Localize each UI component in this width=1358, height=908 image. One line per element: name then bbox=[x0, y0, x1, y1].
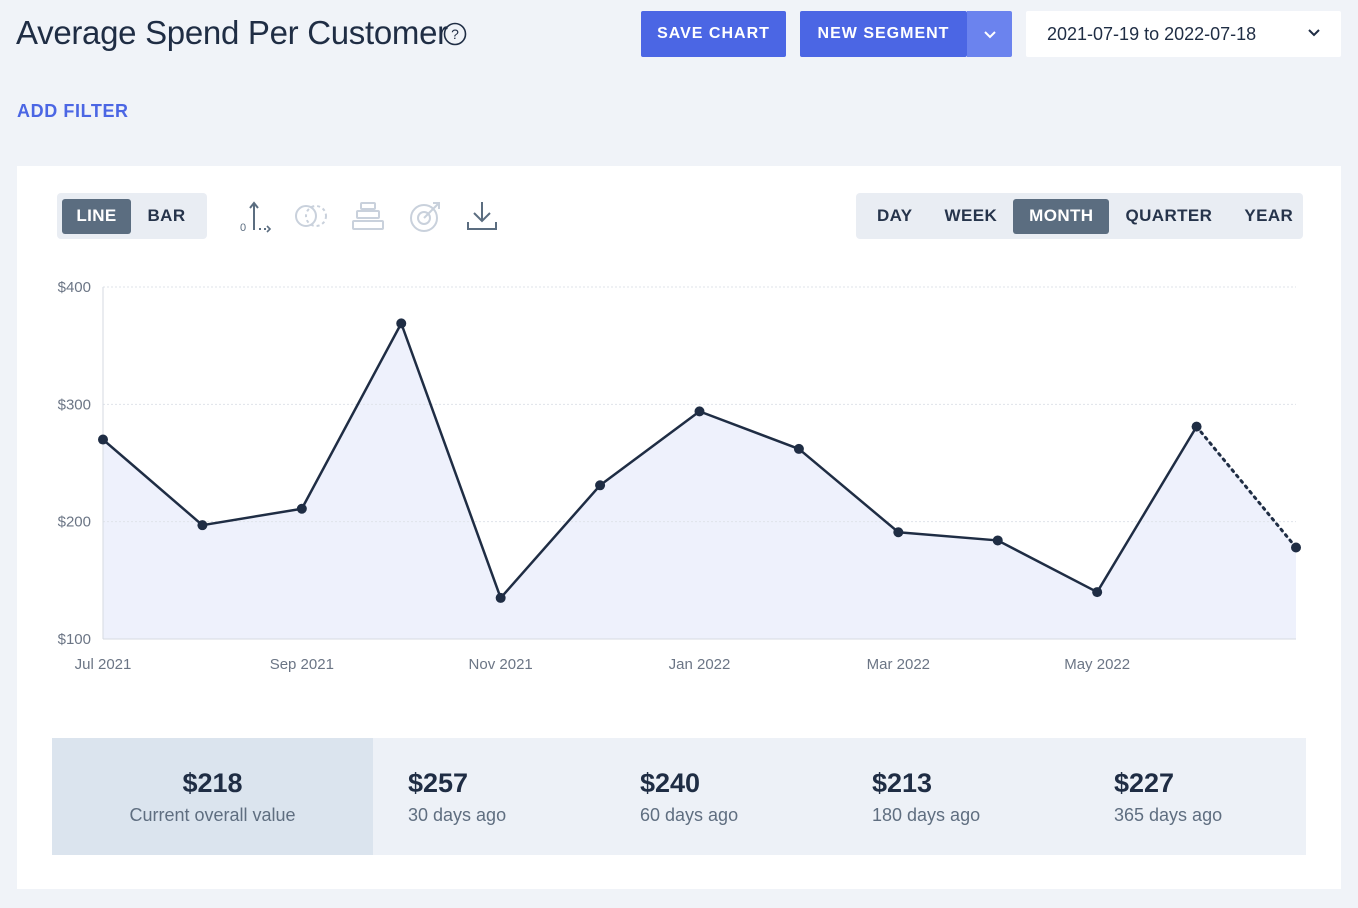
date-range-value: 2021-07-19 to 2022-07-18 bbox=[1047, 23, 1257, 44]
stat-60-days: $240 60 days ago bbox=[605, 738, 837, 855]
period-quarter-button[interactable]: QUARTER bbox=[1125, 206, 1213, 225]
series-line-partial bbox=[1195, 425, 1298, 549]
data-point bbox=[893, 527, 904, 538]
x-tick-label: May 2022 bbox=[1064, 656, 1130, 673]
funnel-stack-icon[interactable] bbox=[350, 198, 386, 234]
data-point bbox=[396, 318, 407, 329]
data-point bbox=[1291, 542, 1301, 553]
x-tick-label: Jan 2022 bbox=[669, 656, 731, 673]
data-point bbox=[992, 535, 1003, 546]
stat-value: $227 bbox=[1114, 768, 1175, 798]
chart-card: LINE BAR 0 DAY WEEK MONTH QUARTER YEAR $… bbox=[17, 166, 1341, 889]
data-point bbox=[98, 434, 108, 445]
line-toggle-button[interactable]: LINE bbox=[62, 198, 131, 234]
period-month-button[interactable]: MONTH bbox=[1013, 198, 1110, 234]
new-segment-button[interactable]: NEW SEGMENT bbox=[800, 11, 967, 57]
data-point bbox=[197, 520, 208, 531]
save-chart-button[interactable]: SAVE CHART bbox=[641, 11, 786, 57]
stat-365-days: $227 365 days ago bbox=[1079, 738, 1306, 855]
help-icon[interactable]: ? bbox=[443, 22, 467, 46]
x-tick-label: Sep 2021 bbox=[270, 656, 334, 673]
stat-30-days: $257 30 days ago bbox=[373, 738, 605, 855]
x-tick-label: Jul 2021 bbox=[75, 656, 132, 673]
stat-value: $240 bbox=[640, 768, 701, 798]
stat-label: 180 days ago bbox=[872, 805, 981, 825]
compare-icon[interactable] bbox=[293, 198, 329, 234]
data-point bbox=[495, 592, 506, 603]
data-point bbox=[694, 406, 705, 417]
stat-label: Current overall value bbox=[129, 805, 296, 825]
chart-type-toggle: LINE BAR bbox=[57, 193, 207, 239]
x-tick-label: Mar 2022 bbox=[867, 656, 930, 673]
stat-label: 60 days ago bbox=[640, 805, 739, 825]
period-week-button[interactable]: WEEK bbox=[944, 206, 998, 225]
segment-dropdown-button[interactable] bbox=[967, 11, 1012, 57]
data-point bbox=[1092, 587, 1103, 598]
stat-label: 30 days ago bbox=[408, 805, 507, 825]
stat-value: $213 bbox=[872, 768, 933, 798]
data-point bbox=[595, 480, 606, 491]
svg-text:0: 0 bbox=[240, 222, 246, 234]
goal-target-icon[interactable] bbox=[408, 198, 444, 234]
chevron-down-icon bbox=[983, 30, 996, 38]
x-tick-label: Nov 2021 bbox=[469, 656, 533, 673]
line-chart: $100 $200 $300 $400 Jul 2021 Sep 2021 Nov 2021… bbox=[58, 279, 1301, 673]
period-day-button[interactable]: DAY bbox=[877, 206, 913, 225]
chevron-down-icon bbox=[1308, 29, 1320, 37]
date-range-select[interactable]: 2021-07-19 to 2022-07-18 bbox=[1026, 11, 1341, 57]
stats-summary: $218 Current overall value $257 30 days … bbox=[52, 738, 1306, 855]
data-point bbox=[296, 503, 307, 514]
bar-toggle-button[interactable]: BAR bbox=[147, 206, 186, 225]
add-filter-link[interactable]: ADD FILTER bbox=[17, 101, 129, 121]
y-tick-label: $400 bbox=[58, 279, 91, 296]
data-point bbox=[1191, 421, 1202, 432]
axis-zero-icon[interactable]: 0 bbox=[237, 198, 273, 234]
stat-current: $218 Current overall value bbox=[52, 738, 373, 855]
download-icon[interactable] bbox=[464, 198, 500, 234]
y-tick-label: $200 bbox=[58, 514, 91, 531]
page-title: Average Spend Per Customer bbox=[16, 14, 448, 51]
period-toggle: DAY WEEK MONTH QUARTER YEAR bbox=[856, 193, 1303, 239]
series-line bbox=[102, 322, 1198, 600]
stat-label: 365 days ago bbox=[1114, 805, 1223, 825]
stat-value: $257 bbox=[408, 768, 469, 798]
y-tick-label: $100 bbox=[58, 631, 91, 648]
area-fill bbox=[103, 323, 1296, 639]
svg-text:?: ? bbox=[451, 26, 459, 42]
data-point bbox=[793, 443, 804, 454]
stat-value: $218 bbox=[182, 768, 243, 798]
y-tick-label: $300 bbox=[58, 396, 91, 413]
period-year-button[interactable]: YEAR bbox=[1244, 206, 1294, 225]
stat-180-days: $213 180 days ago bbox=[837, 738, 1079, 855]
